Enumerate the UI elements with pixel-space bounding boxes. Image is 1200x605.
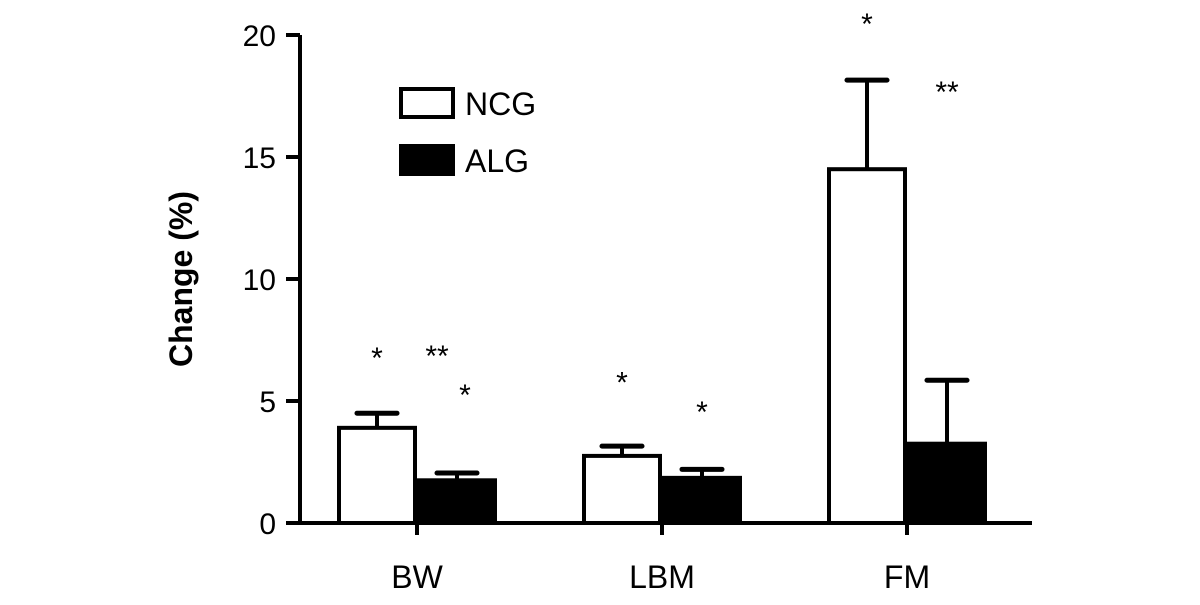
bars [337, 77, 987, 526]
significance-marker: * [459, 379, 471, 412]
y-tick-label: 15 [243, 142, 276, 175]
x-tick-label: FM [884, 559, 930, 595]
significance-marker: * [616, 367, 628, 400]
legend-label-alg: ALG [465, 143, 529, 179]
legend-swatch-alg [399, 144, 455, 176]
bar-alg-lbm [662, 475, 742, 525]
significance-marker: * [696, 396, 708, 429]
significance-marker: ** [425, 340, 449, 373]
significance-marker: ** [935, 76, 959, 109]
axes: 0 5 10 15 20 BW LBM FM [243, 20, 1032, 595]
bar-ncg-fm [827, 167, 907, 525]
y-tick-label: 20 [243, 20, 276, 53]
bar-alg-bw [417, 478, 497, 525]
legend-swatch-ncg [399, 87, 455, 119]
y-tick-label: 5 [259, 386, 276, 419]
bar-ncg-bw [337, 425, 417, 525]
annotations: * *** ***** [371, 8, 959, 429]
y-tick-label: 10 [243, 264, 276, 297]
y-tick-label: 0 [259, 508, 276, 541]
bar-ncg-lbm [582, 453, 662, 525]
bar-alg-fm [907, 441, 987, 526]
legend: NCG ALG [399, 86, 536, 179]
x-tick-label: LBM [629, 559, 695, 595]
significance-marker: * [371, 342, 383, 375]
significance-marker: * [861, 8, 873, 41]
legend-label-ncg: NCG [465, 86, 536, 122]
y-axis-label: Change (%) [163, 191, 199, 367]
x-tick-label: BW [391, 559, 443, 595]
